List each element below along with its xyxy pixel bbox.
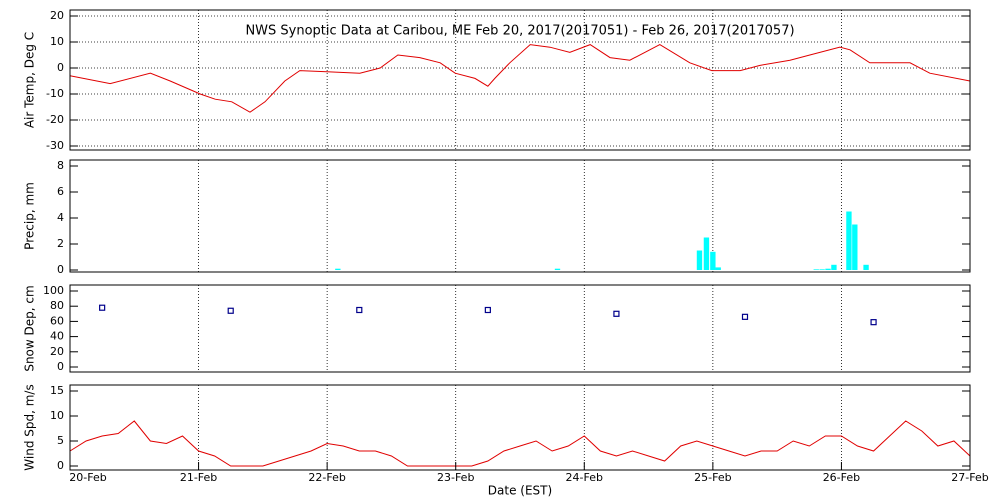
y-tick-label: 10	[50, 409, 64, 422]
point	[484, 306, 491, 314]
y-tick-label: 4	[57, 211, 64, 224]
point	[870, 319, 877, 326]
chart-title: NWS Synoptic Data at Caribou, ME Feb 20,…	[245, 24, 794, 39]
y-axis-label: Snow Dep, cm	[23, 285, 37, 371]
y-tick-label: -30	[46, 139, 64, 152]
y-tick-label: 20	[50, 9, 64, 22]
y-tick-label: 20	[50, 345, 64, 358]
y-tick-label: 40	[50, 330, 64, 343]
x-tick-label: 24-Feb	[566, 471, 603, 484]
point	[227, 307, 234, 314]
y-tick-label: 10	[50, 35, 64, 48]
bar	[710, 251, 716, 270]
point	[613, 310, 620, 317]
bar	[703, 237, 710, 270]
y-tick-label: 15	[50, 384, 64, 397]
bar	[335, 268, 341, 270]
bar	[863, 264, 869, 270]
y-axis-label: Precip, mm	[23, 182, 37, 250]
bar	[831, 264, 837, 270]
y-axis-label: Air Temp, Deg C	[23, 32, 37, 128]
y-axis-label: Wind Spd, m/s	[23, 384, 37, 470]
y-tick-label: -20	[46, 113, 64, 126]
y-tick-label: 60	[50, 314, 64, 327]
x-tick-label: 26-Feb	[823, 471, 860, 484]
point	[741, 313, 749, 320]
x-tick-label: 22-Feb	[308, 471, 345, 484]
bar	[696, 250, 703, 270]
bar	[715, 267, 721, 270]
x-tick-label: 25-Feb	[694, 471, 731, 484]
y-tick-label: 0	[57, 263, 64, 276]
x-tick-label: 20-Feb	[69, 471, 106, 484]
point	[356, 306, 363, 314]
y-tick-label: 100	[43, 284, 64, 297]
bar	[813, 269, 819, 270]
y-tick-label: 8	[57, 159, 64, 172]
line	[69, 420, 971, 467]
x-axis-label: Date (EST)	[488, 484, 552, 498]
plot-frame	[69, 159, 971, 273]
line	[69, 44, 971, 113]
y-tick-label: 5	[57, 434, 64, 447]
y-tick-label: -10	[46, 87, 64, 100]
plot-frame	[69, 384, 971, 471]
bar	[554, 268, 561, 270]
y-tick-label: 0	[57, 61, 64, 74]
x-tick-label: 27-Feb	[951, 471, 988, 484]
y-tick-label: 6	[57, 185, 64, 198]
y-tick-label: 80	[50, 299, 64, 312]
y-tick-label: 2	[57, 237, 64, 250]
point	[99, 304, 106, 311]
x-tick-label: 21-Feb	[180, 471, 217, 484]
y-tick-label: 0	[57, 360, 64, 373]
bar	[846, 211, 852, 270]
bar	[819, 269, 825, 270]
x-tick-label: 23-Feb	[437, 471, 474, 484]
y-tick-label: 0	[57, 459, 64, 472]
bar	[825, 268, 831, 270]
plot-frame	[69, 9, 971, 151]
bar	[852, 224, 858, 270]
plot-frame	[69, 284, 971, 373]
